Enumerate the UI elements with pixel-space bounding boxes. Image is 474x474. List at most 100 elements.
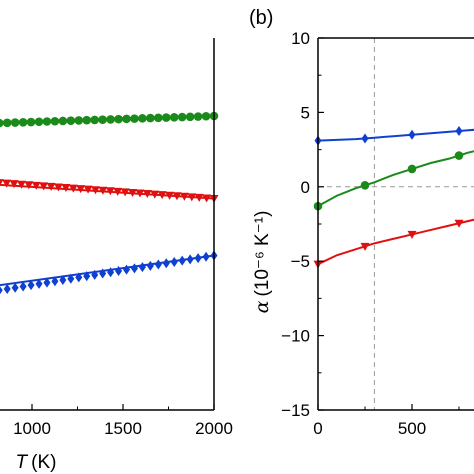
- panel-b-y-tick-label: −5: [291, 252, 310, 271]
- panel-a-series-1-marker: [39, 182, 49, 191]
- panel-b-ylabel-symbol: α: [251, 300, 273, 313]
- panel-a-series: [0, 111, 219, 295]
- panel-a-series-2-marker: [43, 277, 51, 288]
- panel-a-series-0-marker: [90, 115, 99, 125]
- panel-a-series-2-marker: [146, 260, 154, 271]
- panel-a-series-1-marker: [135, 189, 145, 198]
- panel-a-x-tick-label: 1000: [13, 419, 51, 438]
- panel-a-xlabel-unit: (K): [31, 452, 56, 473]
- panel-a-series-1-marker: [179, 192, 189, 201]
- panel-a-series-0-marker: [98, 115, 107, 124]
- panel-a-series-1-marker: [165, 191, 175, 200]
- panel-b-series-2-marker: [454, 219, 464, 228]
- panel-a-series-1-marker: [2, 179, 12, 188]
- panel-a-series-2-marker: [51, 276, 59, 287]
- panel-b-series-1-marker: [407, 164, 417, 174]
- panel-a-series-1-marker: [91, 186, 101, 195]
- panel-a-series-2-marker: [123, 264, 131, 275]
- panel-b-x-tick-label: 0: [313, 419, 322, 438]
- panel-a-series-2-marker: [170, 256, 178, 267]
- panel-a-series-2-marker: [130, 263, 138, 274]
- panel-a-series-2-marker: [162, 258, 170, 269]
- panel-a-series-1-marker: [9, 180, 19, 189]
- panel-a-series-1-marker: [113, 187, 123, 196]
- panel-b-series-2-line: [317, 218, 474, 266]
- panel-a-series-0-marker: [169, 113, 179, 122]
- panel-a-series-2-marker: [0, 286, 3, 295]
- panel-a-series-1-marker: [172, 192, 182, 201]
- panel-a-series-0-marker: [50, 116, 60, 126]
- panel-a-series-0-marker: [82, 115, 92, 125]
- panel-b-series-0-marker: [361, 133, 369, 144]
- panel-b-ylabel: α (10⁻⁶ K⁻¹): [251, 211, 273, 314]
- panel-a-series-2-marker: [91, 269, 99, 280]
- panel-a-series-0-marker: [26, 117, 36, 127]
- panel-a-series-0-marker: [193, 112, 203, 121]
- panel-a-series-0-marker: [177, 112, 187, 122]
- panel-b-series-0-line: [317, 128, 474, 142]
- panel-b-series-2-marker: [360, 242, 370, 251]
- panel-a-series-1-marker: [46, 182, 56, 191]
- panel-a-series-1-marker: [76, 185, 86, 194]
- panel-a-series-0-marker: [138, 114, 147, 123]
- panel-a-series-0-marker: [161, 113, 171, 122]
- panel-a-series-2-marker: [186, 254, 194, 265]
- panel-a-series-1-marker: [61, 184, 71, 193]
- panel-a-series-1-marker: [31, 181, 41, 190]
- panel-a-series-2-marker: [138, 262, 146, 273]
- panel-a-series-0-marker: [2, 118, 12, 128]
- panel-b-series-1-marker: [360, 181, 370, 190]
- panel-a-series-2-marker: [154, 259, 162, 270]
- panel-a-xlabel-symbol: T: [16, 452, 29, 473]
- panel-a-x-tick-label: 2000: [195, 419, 233, 438]
- panel-b-label: (b): [249, 7, 273, 29]
- panel-b-series: [313, 126, 474, 269]
- panel-a-series-1-marker: [157, 191, 167, 200]
- panel-a: 1000 1500 2000 T (K): [0, 38, 233, 473]
- panel-a-series-2-marker: [3, 284, 11, 295]
- panel-b-series-1-line: [317, 150, 474, 208]
- panel-a-series-1-marker: [142, 190, 152, 199]
- panel-a-series-0-marker: [154, 113, 163, 123]
- panel-b-x-tick-label: 500: [398, 419, 426, 438]
- panel-a-series-1-marker: [120, 188, 130, 197]
- panel-a-series-1-marker: [128, 188, 138, 197]
- panel-a-series-2-marker: [11, 282, 19, 293]
- panel-a-series-0-marker: [66, 116, 76, 126]
- panel-a-series-0-marker: [201, 111, 211, 121]
- panel-a-series-2-marker: [83, 271, 91, 282]
- panel-b-series-2-marker: [407, 230, 417, 239]
- panel-b-series-0-marker: [408, 129, 416, 140]
- panel-a-series-0-marker: [146, 113, 155, 123]
- panel-a-series-1-marker: [83, 185, 93, 194]
- panel-b-reference-lines: [318, 38, 474, 410]
- panel-b-y-tick-label: 10: [291, 29, 310, 48]
- panel-a-xlabel: T (K): [16, 452, 57, 473]
- panel-a-series-0-marker: [58, 116, 68, 126]
- panel-a-series-1-marker: [194, 193, 204, 202]
- panel-a-series-0-marker: [106, 115, 115, 124]
- panel-a-series-2-marker: [35, 278, 43, 289]
- panel-a-series-2-marker: [202, 251, 210, 262]
- panel-a-series-0-marker: [74, 116, 84, 125]
- panel-a-series-1-marker: [98, 186, 108, 195]
- panel-a-series-0-marker: [10, 118, 20, 127]
- panel-a-series-0-marker: [185, 112, 195, 122]
- panel-a-series-1-marker: [187, 193, 197, 202]
- panel-a-series-2-marker: [59, 274, 67, 285]
- panel-a-series-1-marker: [24, 181, 34, 190]
- panel-b-series-0-marker: [455, 126, 463, 136]
- panel-a-series-1-marker: [53, 183, 63, 192]
- panel-a-series-0-marker: [130, 114, 139, 123]
- panel-a-series-2-marker: [19, 281, 27, 292]
- panel-a-series-2-marker: [27, 280, 35, 291]
- panel-b-y-tick-label: −15: [281, 401, 310, 420]
- panel-b-ylabel-unit: (10⁻⁶ K⁻¹): [252, 211, 273, 297]
- panel-a-series-2-marker: [107, 267, 115, 278]
- panel-a-x-tick-label: 1500: [104, 419, 142, 438]
- panel-b-y-tick-label: 5: [301, 103, 310, 122]
- panel-a-series-2-marker: [115, 265, 123, 276]
